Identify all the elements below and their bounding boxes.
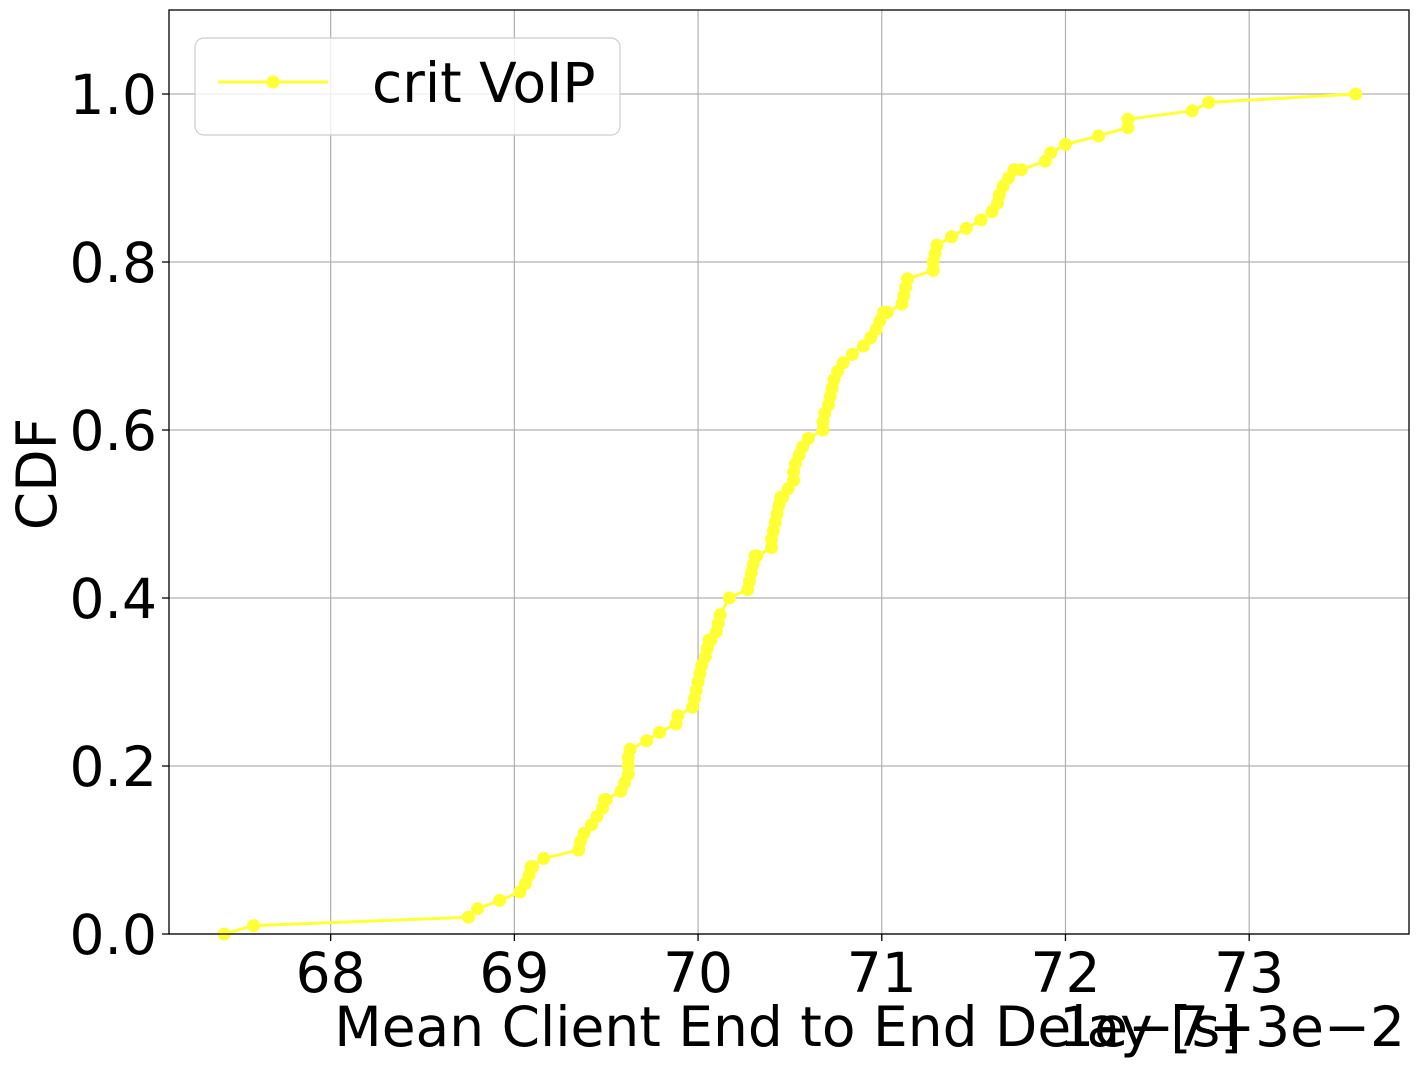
- data-point: [493, 893, 507, 907]
- x-tick-label: 68: [296, 941, 366, 1005]
- y-tick-label: 0.8: [70, 231, 157, 295]
- data-point: [526, 860, 540, 874]
- x-tick-label: 72: [1030, 941, 1100, 1005]
- x-tick-label: 70: [663, 941, 733, 1005]
- y-tick-label: 0.2: [70, 735, 157, 799]
- data-point: [1121, 112, 1135, 126]
- series-layer: [217, 87, 1363, 941]
- x-tick-label: 69: [479, 941, 549, 1005]
- plot-frame: [168, 9, 1410, 935]
- data-point: [1349, 87, 1363, 101]
- data-point: [1185, 104, 1199, 118]
- data-point: [652, 725, 666, 739]
- data-point: [722, 591, 736, 605]
- data-point: [959, 221, 973, 235]
- data-point: [845, 347, 859, 361]
- data-point: [836, 356, 850, 370]
- y-tick-label: 1.0: [70, 63, 157, 127]
- x-axis-offset-label: 1e−7+3e−2: [1059, 995, 1405, 1059]
- data-point: [930, 238, 944, 252]
- data-point: [801, 431, 815, 445]
- data-point: [974, 213, 988, 227]
- legend-box: [194, 37, 621, 136]
- legend: crit VoIP: [194, 37, 621, 136]
- data-point: [671, 709, 685, 723]
- y-tick-label: 0.4: [70, 567, 157, 631]
- y-tick-label: 0.0: [70, 903, 157, 967]
- data-point: [1058, 137, 1072, 151]
- x-axis-label: Mean Client End to End Delay [s]: [334, 995, 1242, 1059]
- data-point: [900, 272, 914, 286]
- y-axis-label: CDF: [5, 418, 69, 530]
- data-point: [247, 919, 261, 933]
- data-point: [1202, 95, 1216, 109]
- y-tick-label: 0.6: [70, 399, 157, 463]
- data-point: [1014, 163, 1028, 177]
- x-tick-label: 71: [847, 941, 917, 1005]
- data-point: [750, 549, 764, 563]
- axis-ticks: 68 69 70 71 72 73 0.0 0.2 0.4 0.6 0.8 1.0: [70, 63, 1285, 1005]
- data-point: [471, 902, 485, 916]
- data-point: [713, 608, 727, 622]
- data-point: [577, 826, 591, 840]
- data-point: [599, 793, 613, 807]
- data-point: [945, 230, 959, 244]
- data-point: [461, 910, 475, 924]
- data-point: [880, 305, 894, 319]
- data-point: [640, 734, 654, 748]
- legend-marker-swatch: [266, 75, 280, 89]
- legend-label: crit VoIP: [372, 51, 596, 115]
- data-point: [1044, 146, 1058, 160]
- data-point: [856, 339, 870, 353]
- data-point: [1092, 129, 1106, 143]
- x-tick-label: 73: [1214, 941, 1284, 1005]
- data-point: [623, 742, 637, 756]
- data-point: [537, 851, 551, 865]
